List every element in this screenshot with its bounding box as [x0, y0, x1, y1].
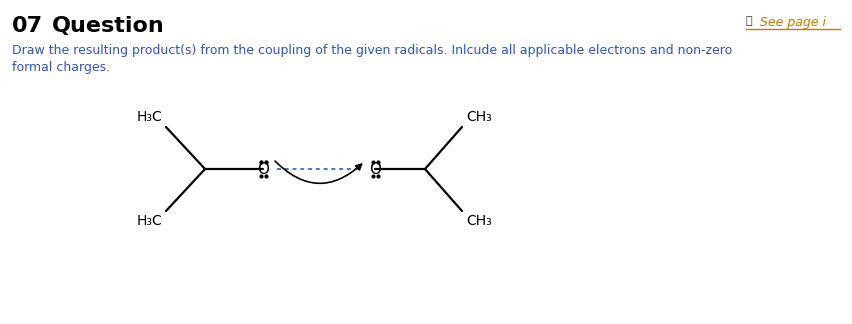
Text: H₃C: H₃C	[136, 214, 162, 228]
Text: CH₃: CH₃	[466, 110, 492, 124]
Text: formal charges.: formal charges.	[12, 61, 110, 74]
Text: Question: Question	[52, 16, 164, 36]
Text: See page i: See page i	[760, 16, 826, 29]
Text: O: O	[257, 161, 269, 177]
Text: H₃C: H₃C	[136, 110, 162, 124]
Text: 07: 07	[12, 16, 43, 36]
Text: CH₃: CH₃	[466, 214, 492, 228]
Text: ⧉: ⧉	[746, 16, 752, 26]
Text: Draw the resulting product(s) from the coupling of the given radicals. Inlcude a: Draw the resulting product(s) from the c…	[12, 44, 732, 57]
Text: O: O	[369, 161, 381, 177]
FancyArrowPatch shape	[275, 161, 361, 183]
